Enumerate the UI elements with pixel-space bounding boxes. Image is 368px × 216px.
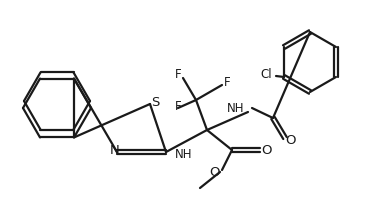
- Text: N: N: [110, 143, 120, 157]
- Text: NH: NH: [227, 102, 245, 114]
- Text: F: F: [224, 76, 230, 89]
- Text: NH: NH: [175, 149, 193, 162]
- Text: S: S: [151, 95, 159, 108]
- Text: F: F: [175, 100, 181, 113]
- Text: Cl: Cl: [260, 67, 272, 81]
- Text: O: O: [286, 135, 296, 148]
- Text: F: F: [175, 68, 181, 81]
- Text: O: O: [262, 143, 272, 157]
- Text: O: O: [209, 167, 219, 179]
